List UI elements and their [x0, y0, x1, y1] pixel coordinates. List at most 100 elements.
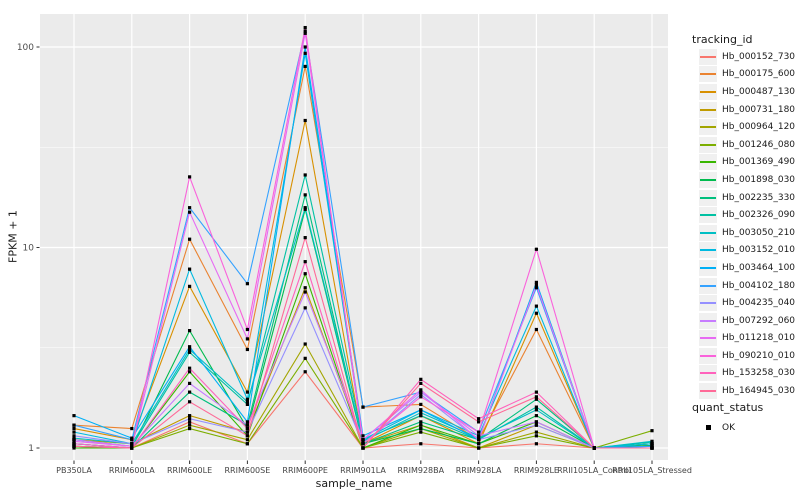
legend-key-line — [700, 161, 716, 164]
legend-key-swatch — [699, 347, 717, 364]
legend-item-label: Hb_164945_030 — [722, 386, 796, 397]
legend-item-label: Hb_003050_210 — [722, 227, 796, 238]
data-point — [188, 345, 192, 349]
data-point — [534, 397, 538, 401]
data-point — [419, 420, 423, 424]
legend-item-label: Hb_011218_010 — [722, 333, 796, 344]
data-point — [419, 377, 423, 381]
legend-key-swatch — [699, 295, 717, 312]
data-point — [477, 442, 481, 446]
data-point — [477, 430, 481, 434]
data-point — [534, 423, 538, 427]
data-point — [188, 175, 192, 179]
legend-item-Hb_003464_100: Hb_003464_100 — [699, 259, 799, 277]
black-square-point-icon — [705, 425, 711, 431]
legend-item-Hb_002235_330: Hb_002235_330 — [699, 189, 799, 207]
data-point — [419, 442, 423, 446]
legend-key-line — [700, 196, 716, 199]
data-point — [72, 439, 76, 443]
data-point — [245, 397, 249, 401]
data-point — [303, 236, 307, 240]
data-point — [419, 426, 423, 431]
data-point — [245, 438, 249, 442]
legend-item-label: Hb_000152_730 — [722, 51, 796, 62]
legend-item-label: Hb_003152_010 — [722, 245, 796, 256]
data-point — [188, 381, 192, 385]
legend-key-swatch — [699, 189, 717, 206]
data-point — [245, 426, 249, 431]
data-point — [303, 272, 307, 276]
legend-key-line — [700, 390, 716, 393]
data-point — [477, 446, 481, 450]
legend-item-label: Hb_153258_030 — [722, 368, 796, 379]
legend-item-Hb_002326_090: Hb_002326_090 — [699, 206, 799, 224]
legend-item-Hb_003152_010: Hb_003152_010 — [699, 242, 799, 260]
data-point — [534, 304, 538, 308]
legend-item-label: Hb_007292_060 — [722, 315, 796, 326]
data-point — [477, 434, 481, 438]
data-point — [534, 327, 538, 332]
data-point — [188, 420, 192, 424]
data-point — [130, 444, 134, 448]
legend-item-label: Hb_000487_130 — [722, 86, 796, 97]
x-tick-label: RRIM928LA — [456, 466, 502, 475]
legend-item-label: Hb_000175_600 — [722, 69, 796, 80]
legend-item-Hb_000175_600: Hb_000175_600 — [699, 66, 799, 84]
data-point — [592, 446, 596, 450]
legend-key-swatch — [699, 171, 717, 188]
data-point — [188, 426, 192, 431]
data-point — [303, 45, 307, 49]
legend-item-Hb_000731_180: Hb_000731_180 — [699, 101, 799, 119]
legend-item-label: Hb_003464_100 — [722, 262, 796, 273]
legend-item-Hb_001898_030: Hb_001898_030 — [699, 171, 799, 189]
data-point — [72, 426, 76, 431]
legend-key-line — [700, 178, 716, 181]
data-point — [72, 446, 76, 450]
legend-item-label: Hb_002235_330 — [722, 192, 796, 203]
data-point — [245, 337, 249, 341]
data-point — [303, 118, 307, 123]
legend-item-Hb_007292_060: Hb_007292_060 — [699, 312, 799, 330]
legend-item-label: Hb_002326_090 — [722, 210, 796, 221]
legend-item-label: Hb_004235_040 — [722, 298, 796, 309]
legend-key-swatch — [699, 66, 717, 83]
legend-key-swatch — [699, 136, 717, 153]
data-point — [188, 237, 192, 241]
data-point — [534, 395, 538, 399]
data-point — [245, 423, 249, 427]
data-point — [130, 426, 134, 431]
legend-item-quant-ok: OK — [699, 419, 799, 437]
data-point — [650, 444, 654, 448]
data-point — [303, 370, 307, 374]
data-point — [650, 439, 654, 443]
data-point — [130, 442, 134, 446]
data-point — [245, 327, 249, 332]
legend-key-swatch — [699, 83, 717, 100]
y-tick-label: 100 — [17, 43, 34, 53]
legend-title-tracking-id: tracking_id — [692, 33, 753, 46]
data-point — [303, 31, 307, 35]
x-tick-label: RRIM600PE — [282, 466, 328, 475]
data-point — [245, 347, 249, 352]
data-point — [303, 290, 307, 294]
data-point — [419, 388, 423, 392]
legend-key-swatch — [699, 312, 717, 329]
legend-item-label: OK — [722, 422, 735, 433]
legend-key-line — [700, 372, 716, 375]
data-point — [650, 442, 654, 446]
legend-item-Hb_001246_080: Hb_001246_080 — [699, 136, 799, 154]
legend-item-label: Hb_000964_120 — [722, 122, 796, 133]
x-tick-label: RRIM901LA — [340, 466, 386, 475]
data-point — [419, 423, 423, 427]
data-point — [419, 381, 423, 385]
legend-key-line — [700, 231, 716, 234]
legend-item-Hb_003050_210: Hb_003050_210 — [699, 224, 799, 242]
data-point — [72, 430, 76, 434]
legend-key-line — [700, 249, 716, 252]
data-point — [188, 370, 192, 374]
legend-key-swatch — [699, 119, 717, 136]
legend-item-label: Hb_001369_490 — [722, 157, 796, 168]
x-tick-label: RRII105LA_Control — [557, 466, 631, 475]
